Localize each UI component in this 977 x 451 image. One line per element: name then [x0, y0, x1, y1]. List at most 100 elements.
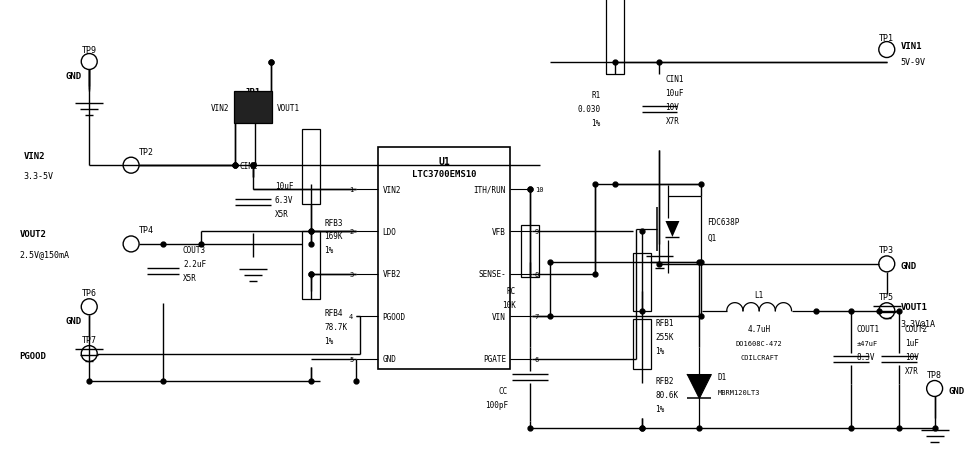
- Text: VIN2: VIN2: [382, 185, 401, 194]
- Text: 1uF: 1uF: [904, 338, 917, 347]
- Text: RC: RC: [506, 287, 516, 296]
- Text: 1%: 1%: [591, 119, 600, 128]
- Text: 4.7uH: 4.7uH: [746, 324, 770, 333]
- Text: 2.5V@150mA: 2.5V@150mA: [20, 250, 69, 259]
- Text: 10K: 10K: [501, 300, 516, 309]
- Text: ITH/RUN: ITH/RUN: [473, 185, 505, 194]
- Text: JP1: JP1: [244, 87, 261, 97]
- Bar: [234, 92, 272, 124]
- Text: 1: 1: [349, 187, 353, 193]
- Text: 1%: 1%: [655, 346, 664, 355]
- Text: TP2: TP2: [139, 147, 154, 156]
- Text: VFB2: VFB2: [382, 270, 401, 279]
- Text: 2: 2: [349, 229, 353, 235]
- Text: CIN2: CIN2: [239, 161, 258, 170]
- Text: 7: 7: [534, 313, 538, 319]
- Text: GND: GND: [948, 386, 963, 395]
- Text: X7R: X7R: [904, 366, 917, 375]
- Bar: [632, 253, 650, 311]
- Text: RFB3: RFB3: [324, 218, 343, 227]
- Text: TP6: TP6: [82, 289, 97, 298]
- Text: 9: 9: [534, 229, 538, 235]
- Text: GND: GND: [382, 354, 396, 364]
- Text: 2.2uF: 2.2uF: [183, 260, 206, 269]
- Bar: [632, 319, 650, 369]
- Text: 3.3-5V: 3.3-5V: [23, 171, 54, 180]
- Polygon shape: [687, 375, 710, 399]
- Text: X7R: X7R: [664, 116, 679, 125]
- Text: TP7: TP7: [82, 336, 97, 345]
- Text: SENSE-: SENSE-: [478, 270, 505, 279]
- Text: LDO: LDO: [382, 227, 396, 236]
- Text: 169K: 169K: [324, 232, 343, 241]
- Text: PGOOD: PGOOD: [20, 351, 46, 360]
- Text: RFB2: RFB2: [655, 376, 673, 385]
- Text: 6: 6: [534, 356, 538, 362]
- Text: RFB1: RFB1: [655, 318, 673, 327]
- Text: X5R: X5R: [275, 209, 288, 218]
- Bar: [521, 226, 538, 277]
- Text: MBRM120LT3: MBRM120LT3: [716, 390, 759, 396]
- Text: VOUT1: VOUT1: [276, 104, 300, 113]
- Text: 10V: 10V: [904, 352, 917, 361]
- Text: VIN: VIN: [491, 312, 505, 321]
- Text: 1%: 1%: [324, 336, 333, 345]
- Text: 10V: 10V: [664, 103, 679, 111]
- Text: 1%: 1%: [655, 404, 664, 413]
- Text: GND: GND: [900, 262, 915, 271]
- Text: D1: D1: [716, 372, 726, 381]
- Text: LTC3700EMS10: LTC3700EMS10: [411, 169, 476, 178]
- Text: COUT1: COUT1: [856, 324, 879, 333]
- Text: R1: R1: [591, 91, 600, 100]
- Text: ±47uF: ±47uF: [856, 340, 877, 346]
- Text: GND: GND: [65, 317, 81, 326]
- Text: PGOOD: PGOOD: [382, 312, 405, 321]
- Text: 100pF: 100pF: [485, 400, 507, 409]
- Text: VFB: VFB: [491, 227, 505, 236]
- Text: 1%: 1%: [324, 246, 333, 255]
- Text: 3.3V@1A: 3.3V@1A: [900, 318, 935, 327]
- Text: GND: GND: [65, 72, 81, 81]
- Text: COILCRAFT: COILCRAFT: [740, 354, 778, 360]
- Text: TP3: TP3: [878, 246, 893, 255]
- Bar: [301, 130, 319, 205]
- Text: X5R: X5R: [183, 274, 196, 283]
- Text: VOUT1: VOUT1: [900, 303, 926, 312]
- Text: 5: 5: [349, 356, 353, 362]
- Bar: [301, 231, 319, 299]
- Text: TP9: TP9: [82, 46, 97, 55]
- Text: VIN2: VIN2: [23, 152, 45, 161]
- Text: CC: CC: [498, 386, 507, 395]
- Text: 10uF: 10uF: [275, 181, 293, 190]
- Text: COUT2: COUT2: [904, 324, 927, 333]
- Text: VIN1: VIN1: [900, 42, 921, 51]
- Text: 4: 4: [349, 313, 353, 319]
- Text: 78.7K: 78.7K: [324, 322, 347, 331]
- Text: FDC638P: FDC638P: [706, 217, 739, 226]
- Text: Q1: Q1: [706, 233, 716, 242]
- Text: COUT3: COUT3: [183, 246, 206, 255]
- Text: TP8: TP8: [926, 370, 941, 379]
- Text: VOUT2: VOUT2: [20, 230, 46, 239]
- Text: 80.6K: 80.6K: [655, 390, 678, 399]
- Text: 3: 3: [349, 271, 353, 277]
- Text: VIN2: VIN2: [210, 104, 229, 113]
- Polygon shape: [664, 221, 679, 237]
- Text: 255K: 255K: [655, 332, 673, 341]
- Bar: [378, 148, 509, 369]
- Text: TP5: TP5: [878, 293, 893, 302]
- Text: RFB4: RFB4: [324, 308, 343, 318]
- Text: 10: 10: [534, 187, 543, 193]
- Text: 8.3V: 8.3V: [856, 352, 874, 361]
- Text: TP4: TP4: [139, 226, 154, 235]
- Text: 5V-9V: 5V-9V: [900, 58, 925, 67]
- Text: CIN1: CIN1: [664, 75, 683, 84]
- Text: DO1608C-472: DO1608C-472: [735, 340, 782, 346]
- Text: 6.3V: 6.3V: [275, 195, 293, 204]
- Text: PGATE: PGATE: [483, 354, 505, 364]
- Text: 8: 8: [534, 271, 538, 277]
- Bar: [605, 0, 623, 75]
- Text: L1: L1: [754, 290, 763, 299]
- Text: TP1: TP1: [878, 34, 893, 43]
- Text: U1: U1: [438, 157, 449, 167]
